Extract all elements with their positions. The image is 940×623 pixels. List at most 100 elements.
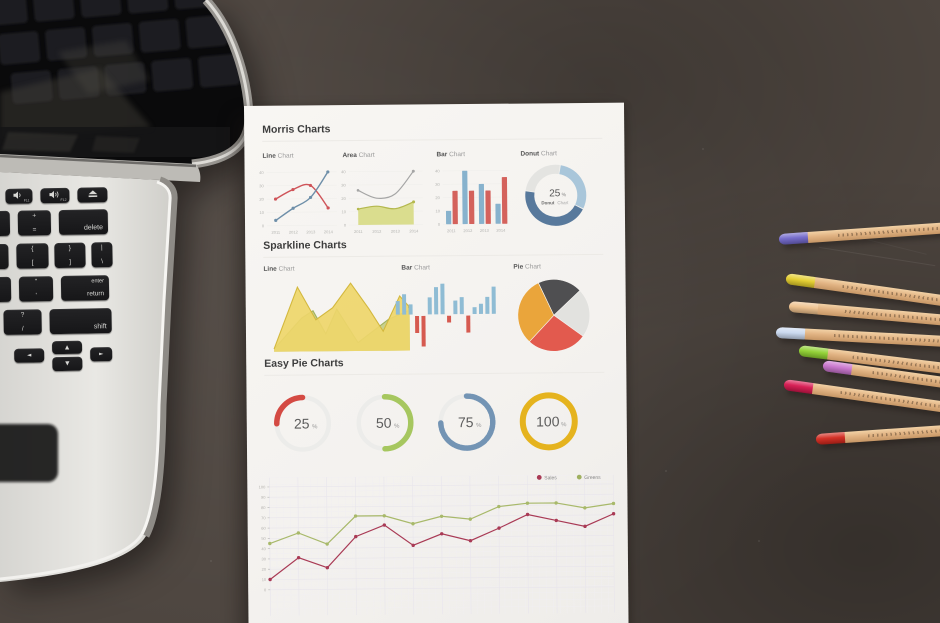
svg-text:60: 60 xyxy=(261,526,266,531)
svg-text:20: 20 xyxy=(341,196,346,201)
svg-text:25: 25 xyxy=(549,188,561,199)
reflected-key xyxy=(126,0,169,14)
svg-text:10: 10 xyxy=(262,577,267,582)
partial-key-c xyxy=(0,276,12,303)
close-bracket-key: }] xyxy=(54,242,86,269)
svg-text:2011: 2011 xyxy=(447,228,456,233)
ring-100: 100% xyxy=(519,392,578,451)
svg-text:30: 30 xyxy=(259,183,264,188)
volume-up-key: F12 xyxy=(40,187,70,204)
equals-key: + = xyxy=(17,210,52,236)
arrow-up-key: ▲ xyxy=(51,340,83,355)
pencil-lettering xyxy=(834,334,939,343)
svg-text:20: 20 xyxy=(259,197,264,202)
svg-text:2014: 2014 xyxy=(324,229,334,234)
arrow-right-key: ► xyxy=(90,347,113,362)
speaker-low-icon xyxy=(5,190,32,199)
morris-donut-chart: 25 % Donut Chart xyxy=(525,164,587,226)
pie-slice-light-gray xyxy=(553,290,591,337)
svg-text:2012: 2012 xyxy=(372,229,382,234)
pencil-tip xyxy=(778,231,810,245)
svg-text:2013: 2013 xyxy=(480,228,490,233)
svg-text:20: 20 xyxy=(262,567,267,572)
morris-donut-label: Donut Chart xyxy=(520,150,557,158)
backslash-key: | \ xyxy=(91,242,113,268)
svg-text:10: 10 xyxy=(435,208,440,213)
reflected-key xyxy=(79,0,122,18)
laptop xyxy=(0,0,254,582)
svg-text:40: 40 xyxy=(341,169,346,174)
svg-text:Chart: Chart xyxy=(557,200,569,205)
morris-area-chart: 0 10 20 30 40 2011 2012 2013 2014 xyxy=(341,169,424,234)
easy-pie-rings: 25% 50% 75% 100% xyxy=(274,392,578,452)
svg-text:0: 0 xyxy=(438,222,441,227)
svg-text:Donut: Donut xyxy=(541,200,555,205)
reflected-key xyxy=(0,0,28,26)
reflected-key xyxy=(0,31,41,65)
spark-pie-label: Pie Chart xyxy=(513,263,541,271)
svg-text:%: % xyxy=(394,424,400,430)
svg-text:75: 75 xyxy=(458,414,474,430)
desk-speck xyxy=(665,470,667,472)
svg-text:90: 90 xyxy=(261,495,266,500)
screen-key-reflections xyxy=(0,0,250,157)
deck-side-edge xyxy=(142,176,178,538)
desk-speck xyxy=(702,148,704,150)
reflected-key xyxy=(138,18,181,53)
desk-scratch xyxy=(818,246,936,267)
morris-bar-chart: 0 10 20 30 40 2011 2012 2013 2014 xyxy=(435,168,510,233)
svg-text:0: 0 xyxy=(264,587,267,592)
morris-line-chart: 0 10 20 30 40 2011 2012 2013 2014 xyxy=(259,170,338,235)
section-title-easypie: Easy Pie Charts xyxy=(264,354,605,376)
return-key: enter return xyxy=(60,275,110,301)
arrow-down-key: ▼ xyxy=(52,356,83,372)
trackpad xyxy=(0,424,58,482)
svg-text:0: 0 xyxy=(344,223,347,228)
svg-text:2013: 2013 xyxy=(306,229,316,234)
section-title-sparkline: Sparkline Charts xyxy=(263,236,604,258)
svg-text:40: 40 xyxy=(259,170,264,175)
svg-text:20: 20 xyxy=(435,195,440,200)
pencil-red xyxy=(815,423,940,449)
reflected-key xyxy=(151,57,194,92)
spark-line-label: Line Chart xyxy=(263,265,295,273)
pie-slice-orange xyxy=(517,282,555,343)
chart-legend: Sales Greens xyxy=(536,474,601,481)
reflected-key xyxy=(185,14,228,49)
eject-icon xyxy=(77,189,107,199)
svg-text:30: 30 xyxy=(341,183,346,188)
section-title-morris: Morris Charts xyxy=(262,120,603,142)
ring-25: 25% xyxy=(274,394,332,452)
arrow-left-key: ◄ xyxy=(14,348,45,363)
svg-text:2011: 2011 xyxy=(272,230,281,235)
morris-bar-label: Bar Chart xyxy=(436,151,466,159)
ring-50: 50% xyxy=(356,394,414,452)
svg-text:50: 50 xyxy=(376,415,392,431)
legend-label-sales: Sales xyxy=(544,475,557,481)
svg-text:10: 10 xyxy=(259,210,264,215)
svg-text:2011: 2011 xyxy=(354,229,363,234)
sparkline-bar-chart xyxy=(395,283,496,347)
partial-key-b xyxy=(0,243,9,270)
svg-text:2014: 2014 xyxy=(496,228,506,233)
pie-slice-red xyxy=(528,314,584,352)
pencil-tip xyxy=(815,431,847,445)
ring-75: 75% xyxy=(438,393,496,451)
desk-speck xyxy=(758,540,760,542)
svg-text:30: 30 xyxy=(435,182,440,187)
svg-text:0: 0 xyxy=(262,223,265,228)
svg-text:40: 40 xyxy=(261,546,266,551)
svg-text:2012: 2012 xyxy=(463,228,473,233)
pencil-tip xyxy=(775,327,807,340)
reflected-key xyxy=(32,0,75,22)
reflected-key xyxy=(198,53,240,88)
legend-label-greens: Greens xyxy=(584,475,601,481)
desk-speck xyxy=(210,560,212,562)
partial-key-a xyxy=(0,210,11,237)
svg-text:%: % xyxy=(476,423,482,429)
svg-text:100: 100 xyxy=(259,484,266,489)
spark-bar-label: Bar Chart xyxy=(401,264,431,272)
paper-document: Morris Charts Line Chart Area Chart Bar … xyxy=(244,102,629,623)
bottom-line-chart: 0 10 20 30 40 50 60 70 80 90 100 Sales Greens xyxy=(259,474,616,616)
